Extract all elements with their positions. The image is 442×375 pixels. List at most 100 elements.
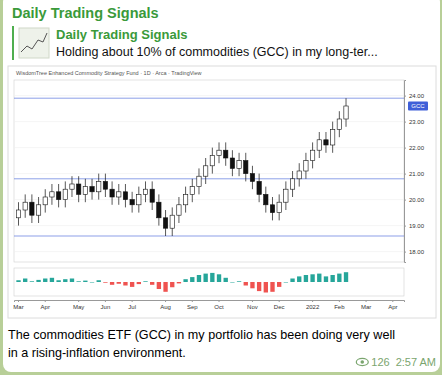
candle-body: [203, 166, 207, 176]
message-bubble: [3, 0, 440, 372]
candle-body: [183, 194, 187, 204]
candle-body: [63, 189, 67, 199]
channel-name[interactable]: Daily Trading Signals: [12, 5, 159, 21]
hist-bar: [123, 282, 127, 286]
hist-bar: [56, 280, 60, 282]
hist-bar: [224, 278, 228, 282]
hist-bar: [137, 282, 141, 284]
candle-body: [257, 181, 261, 194]
price-frame: [14, 80, 404, 262]
hist-bar: [257, 282, 261, 291]
x-tick-mark: [132, 300, 133, 302]
y-tick: 24.00: [404, 93, 425, 99]
hist-bar: [317, 274, 321, 282]
x-tick: Oct: [214, 300, 224, 310]
x-tick-label: Oct: [214, 304, 224, 310]
hist-bar: [63, 279, 67, 282]
x-tick-label: Mar: [13, 304, 23, 310]
y-tick-label: 22.00: [409, 145, 425, 151]
views-count: 126: [371, 356, 389, 368]
candle-body: [110, 189, 114, 197]
hist-plot: [16, 272, 348, 292]
hist-bar: [197, 275, 201, 282]
candle-body: [97, 181, 101, 191]
candle-body: [83, 187, 87, 195]
hist-bar: [163, 282, 167, 292]
y-axis-line: [405, 81, 407, 263]
x-tick-label: May: [73, 304, 84, 310]
hist-bar: [183, 279, 187, 282]
thumbnail-bg: [19, 28, 49, 58]
series-name: GCC: [411, 103, 425, 109]
hist-bar: [237, 281, 241, 283]
x-tick: Sep: [187, 300, 198, 310]
reply-thumbnail: [19, 28, 49, 58]
x-tick-label: Apr: [388, 304, 397, 310]
y-tick-label: 20.00: [409, 197, 425, 203]
candle-body: [76, 184, 80, 194]
y-tick-label: 18.00: [409, 249, 425, 255]
candle-body: [70, 184, 74, 189]
hist-bar: [264, 282, 268, 293]
candle-body: [150, 189, 154, 202]
caption-line: The commodities ETF (GCC) in my portfoli…: [8, 328, 395, 342]
x-tick: Apr: [388, 300, 397, 310]
grid-line: [14, 251, 404, 252]
x-tick: Feb: [334, 300, 345, 310]
candle-body: [157, 202, 161, 218]
x-tick-label: Dec: [274, 304, 285, 310]
candle-body: [103, 181, 107, 189]
hist-bar: [310, 274, 314, 282]
grid-line: [14, 121, 404, 122]
candle-body: [177, 205, 181, 215]
message-time: 2:57 AM: [396, 356, 436, 368]
x-tick-mark: [165, 300, 166, 302]
hist-bar: [344, 272, 348, 282]
candle-body: [237, 161, 241, 169]
x-tick-mark: [192, 300, 193, 302]
price-plot: [14, 98, 404, 236]
hist-bar: [290, 279, 294, 283]
candle-body: [337, 119, 341, 129]
hist-bar: [203, 274, 207, 282]
x-tick-label: Mar: [361, 304, 371, 310]
y-tick-mark: [404, 226, 406, 227]
grid-line: [14, 147, 404, 148]
hist-bar: [23, 279, 27, 283]
candle-body: [16, 210, 20, 218]
hist-bar: [277, 282, 281, 287]
candle-body: [170, 215, 174, 228]
y-tick-mark: [404, 252, 406, 253]
hist-bar: [83, 281, 87, 282]
candle-body: [270, 205, 274, 213]
x-tick: May: [73, 300, 84, 310]
screenshot: Daily Trading Signals Daily Trading Signa…: [0, 0, 442, 375]
x-tick: Nov: [247, 300, 258, 310]
grid-line: [14, 95, 404, 96]
x-tick: Mar: [361, 300, 371, 310]
y-tick-mark: [404, 200, 406, 201]
hist-bar: [130, 282, 134, 287]
candle-body: [304, 161, 308, 171]
hist-bar: [217, 274, 221, 282]
hist-bar: [210, 273, 214, 282]
message-meta: 2:57 AM 126: [356, 356, 436, 368]
candle-body: [230, 158, 234, 168]
candle-body: [90, 187, 94, 192]
reply-text: Holding about 10% of commodities (GCC) i…: [56, 45, 378, 59]
hist-bar: [230, 282, 234, 284]
y-tick-label: 19.00: [409, 223, 425, 229]
candle-body: [250, 174, 254, 182]
y-tick-mark: [404, 174, 406, 175]
reply-title[interactable]: Daily Trading Signals: [56, 27, 187, 42]
candle-body: [217, 150, 221, 155]
hist-bar: [70, 279, 74, 283]
x-tick-label: Jun: [101, 304, 111, 310]
candle-body: [264, 194, 268, 204]
x-tick-label: Apr: [41, 304, 50, 310]
hist-bar: [103, 282, 107, 284]
x-axis: MarAprMayJunJulAugSepOctNovDec2022FebMar…: [13, 300, 404, 310]
candle-body: [290, 179, 294, 189]
candle-body: [30, 202, 34, 215]
x-tick-mark: [312, 300, 313, 302]
